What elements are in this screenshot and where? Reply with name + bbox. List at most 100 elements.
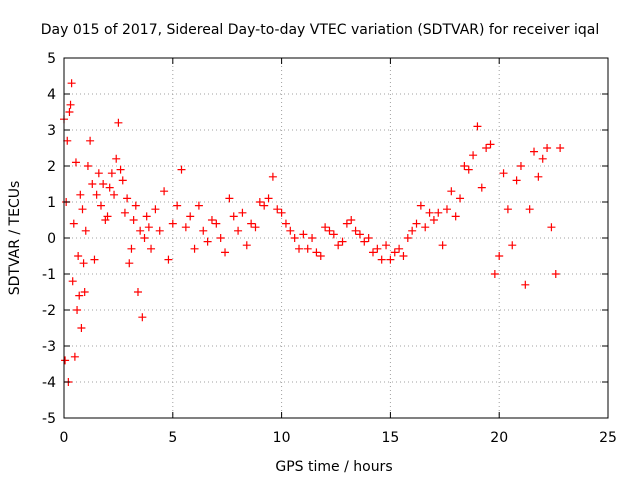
data-point	[114, 118, 123, 127]
y-tick-label: -5	[42, 411, 56, 427]
data-point	[199, 226, 208, 235]
data-point	[395, 244, 404, 253]
data-point	[79, 259, 88, 268]
data-point	[308, 234, 317, 242]
data-point	[71, 158, 80, 167]
data-point	[277, 208, 286, 217]
data-point	[412, 219, 421, 228]
data-point	[186, 212, 195, 221]
data-point	[131, 201, 140, 210]
x-tick-label: 5	[168, 430, 177, 446]
data-point	[325, 226, 334, 235]
data-point	[464, 165, 473, 174]
data-point	[329, 230, 338, 239]
data-point	[129, 216, 138, 224]
data-point	[251, 223, 260, 232]
data-point	[203, 237, 212, 246]
data-point	[482, 144, 491, 152]
data-point	[547, 223, 556, 232]
data-point	[551, 270, 560, 278]
data-point	[160, 187, 169, 196]
data-point	[364, 234, 373, 242]
data-point	[521, 280, 530, 289]
data-point	[151, 205, 160, 214]
x-tick-label: 0	[60, 430, 69, 446]
data-point	[78, 205, 87, 214]
data-point	[229, 212, 238, 221]
data-point	[516, 162, 525, 170]
data-point	[312, 248, 321, 257]
data-point	[120, 208, 129, 217]
data-point	[77, 324, 86, 332]
data-point	[125, 259, 134, 268]
data-point	[99, 180, 108, 188]
data-point	[342, 219, 351, 228]
data-point	[94, 169, 103, 178]
data-point	[242, 241, 251, 250]
data-point	[403, 234, 412, 242]
data-point	[368, 248, 377, 257]
data-point	[173, 201, 182, 210]
data-point	[534, 172, 543, 181]
data-point	[382, 241, 391, 250]
data-point	[347, 216, 356, 224]
data-point	[73, 306, 82, 314]
data-point	[543, 144, 552, 152]
data-point	[512, 176, 521, 185]
data-point	[155, 226, 164, 235]
data-point	[225, 194, 234, 203]
data-point	[234, 226, 243, 235]
x-tick-label: 15	[381, 430, 399, 446]
data-point	[142, 212, 151, 221]
data-point	[421, 223, 430, 232]
data-point	[123, 194, 132, 203]
x-tick-label: 10	[273, 430, 291, 446]
data-point	[334, 241, 343, 250]
data-point	[212, 219, 221, 228]
y-tick-label: 5	[47, 51, 56, 67]
data-point	[255, 198, 264, 206]
data-point	[164, 255, 173, 264]
data-point	[456, 194, 465, 203]
data-point	[268, 172, 277, 181]
y-tick-label: -3	[42, 339, 56, 355]
data-point	[416, 201, 425, 210]
data-point	[116, 165, 125, 174]
data-point	[286, 226, 295, 235]
y-tick-label: 1	[47, 195, 56, 211]
x-axis-label: GPS time / hours	[275, 459, 392, 475]
data-point	[281, 219, 290, 228]
data-point	[181, 223, 190, 232]
data-point	[425, 208, 434, 217]
data-point	[477, 183, 486, 192]
data-point	[338, 237, 347, 246]
data-point	[65, 108, 74, 116]
x-tick-label: 25	[599, 430, 617, 446]
data-point	[303, 244, 312, 253]
data-point	[438, 241, 447, 250]
data-point	[351, 226, 360, 235]
data-point	[133, 288, 142, 296]
y-tick-label: -2	[42, 303, 56, 319]
data-point	[408, 226, 417, 235]
y-axis-label: SDTVAR / TECUs	[7, 181, 23, 296]
data-point	[451, 212, 460, 221]
data-point	[63, 136, 72, 145]
y-tick-label: -4	[42, 375, 56, 391]
data-point	[429, 216, 438, 224]
data-point	[67, 79, 76, 88]
data-point	[194, 201, 203, 210]
data-point	[508, 241, 517, 250]
data-point	[495, 252, 504, 260]
data-point	[473, 122, 482, 131]
data-point	[295, 244, 304, 253]
data-point	[90, 255, 99, 264]
data-point	[118, 176, 127, 185]
data-point	[103, 212, 112, 221]
data-point	[207, 216, 216, 224]
data-point	[136, 226, 145, 235]
data-point	[316, 252, 325, 260]
data-point	[434, 208, 443, 217]
data-point	[469, 151, 478, 160]
data-point	[264, 194, 273, 203]
